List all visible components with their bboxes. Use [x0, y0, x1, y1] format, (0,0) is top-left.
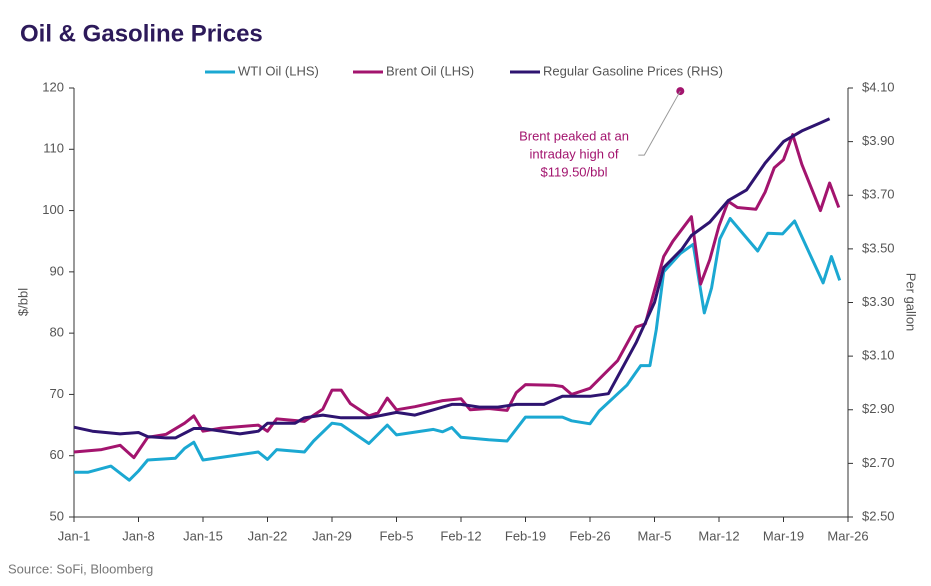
y2-tick-label: $2.90 [862, 401, 895, 416]
x-tick-label: Mar-5 [638, 528, 672, 543]
y-tick-label: 50 [50, 508, 64, 523]
annotation-leader [638, 90, 681, 156]
series-line [74, 217, 842, 482]
x-tick-label: Mar-12 [698, 528, 739, 543]
x-tick-label: Feb-26 [569, 528, 610, 543]
x-tick-label: Jan-22 [248, 528, 288, 543]
y-tick-label: 60 [50, 447, 64, 462]
y2-tick-label: $3.90 [862, 133, 895, 148]
series-line [73, 117, 831, 440]
x-tick-label: Feb-12 [440, 528, 481, 543]
y2-tick-label: $4.10 [862, 79, 895, 94]
x-tick-label: Feb-19 [505, 528, 546, 543]
y2-axis-label: Per gallon [904, 273, 919, 332]
y2-tick-label: $3.70 [862, 187, 895, 202]
series-line [73, 133, 841, 460]
legend-label: WTI Oil (LHS) [238, 63, 319, 78]
y-tick-label: 110 [43, 141, 64, 156]
legend-label: Brent Oil (LHS) [386, 63, 474, 78]
chart-title: Oil & Gasoline Prices [20, 20, 263, 47]
x-tick-label: Mar-26 [827, 528, 868, 543]
y-tick-label: 100 [42, 202, 64, 217]
y-axis-label: $/bbl [15, 288, 30, 316]
x-tick-label: Jan-15 [183, 528, 223, 543]
source: Source: SoFi, Bloomberg [8, 561, 153, 576]
y-tick-label: 80 [50, 325, 64, 340]
y2-tick-label: $3.10 [862, 348, 895, 363]
y-tick-label: 70 [50, 386, 64, 401]
x-tick-label: Jan-1 [58, 528, 91, 543]
x-tick-label: Mar-19 [763, 528, 804, 543]
y2-tick-label: $3.50 [862, 240, 895, 255]
y2-tick-label: $2.70 [862, 455, 895, 470]
y-tick-label: 120 [42, 79, 64, 94]
legend-label: Regular Gasoline Prices (RHS) [543, 63, 723, 78]
y-tick-label: 90 [50, 263, 64, 278]
y2-tick-label: $3.30 [862, 294, 895, 309]
x-tick-label: Jan-8 [122, 528, 155, 543]
annotation-text: intraday high of [530, 146, 619, 161]
annotation-text: $119.50/bbl [541, 164, 608, 179]
annotation-text: Brent peaked at an [519, 128, 629, 143]
y2-tick-label: $2.50 [862, 508, 895, 523]
x-tick-label: Jan-29 [312, 528, 352, 543]
x-tick-label: Feb-5 [380, 528, 414, 543]
